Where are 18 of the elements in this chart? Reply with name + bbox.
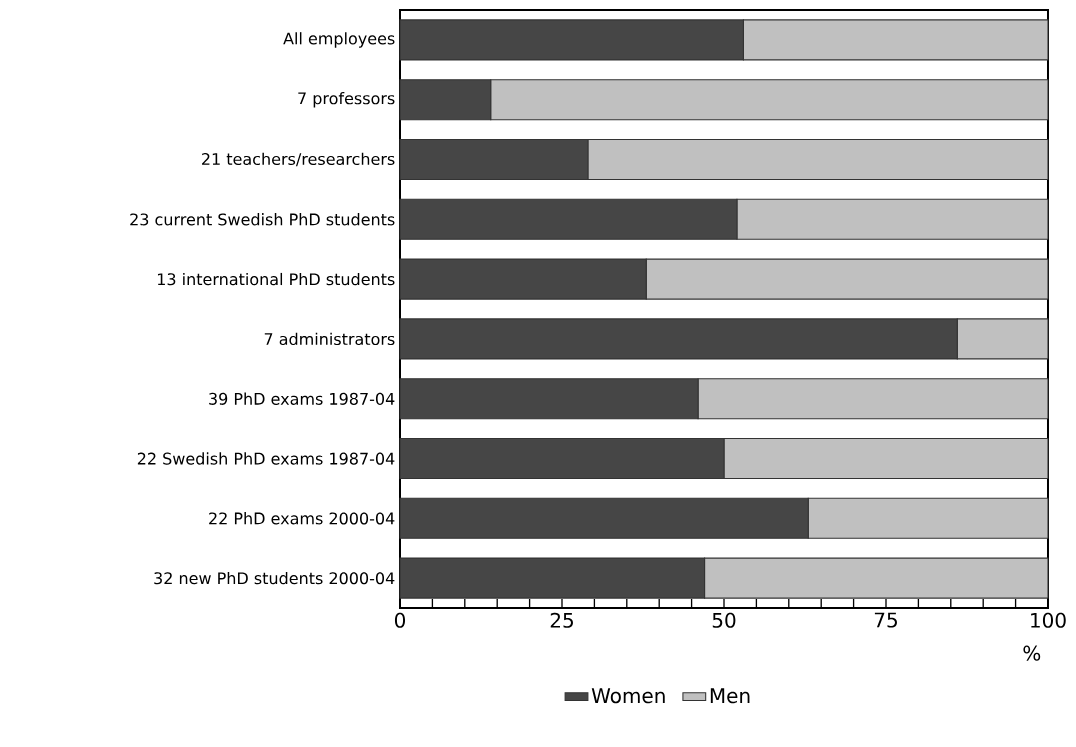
x-tick-label: 100 <box>1031 612 1066 628</box>
y-tick-label: 32 new PhD students 2000-04 <box>154 571 395 585</box>
y-tick-label: 13 international PhD students <box>157 272 395 286</box>
y-tick-label: 23 current Swedish PhD students <box>130 213 395 226</box>
y-tick-label: 21 teachers/researchers <box>202 152 395 167</box>
y-tick-label: All employees <box>283 32 395 48</box>
y-tick-label: 39 PhD exams 1987-04 <box>209 392 395 405</box>
x-axis-title: % <box>1023 645 1041 661</box>
y-tick-label: 7 professors <box>298 91 395 108</box>
y-tick-label: 7 administrators <box>264 332 395 346</box>
x-tick-label: 25 <box>550 612 573 628</box>
y-tick-label: 22 PhD exams 2000-04 <box>209 512 395 525</box>
x-tick-label: 0 <box>394 612 406 628</box>
legend-label: Men <box>710 688 750 704</box>
y-tick-label: 22 Swedish PhD exams 1987-04 <box>137 452 395 465</box>
x-tick-label: 75 <box>874 612 897 628</box>
legend-label: Women <box>591 688 665 704</box>
x-tick-label: 50 <box>712 612 736 628</box>
